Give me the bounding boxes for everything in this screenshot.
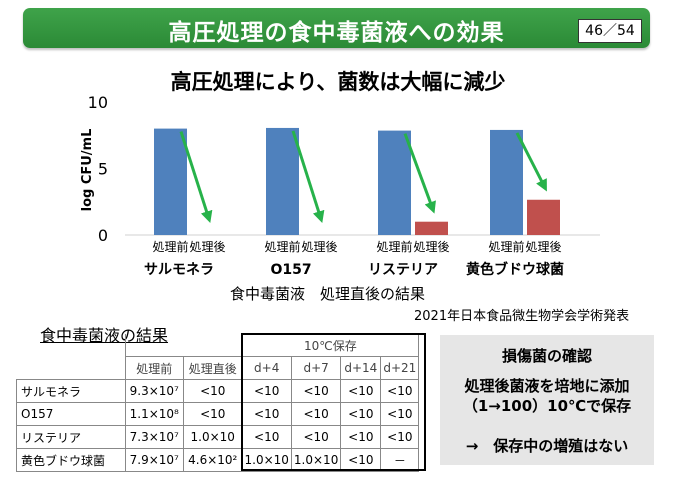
table-cell: 1.0×10 xyxy=(183,425,243,449)
table-cell: <10 xyxy=(290,425,342,449)
table-cell: <10 xyxy=(380,379,420,403)
category-label: 黄色ブドウ球菌 xyxy=(466,261,564,278)
chart-title: 高圧処理により、菌数は大幅に減少 xyxy=(170,70,506,94)
bar-label-before: 処理前 xyxy=(376,239,412,254)
bar-label-before: 処理前 xyxy=(152,239,188,254)
blank-cell xyxy=(16,356,126,380)
table-cell: 1.1×10⁸ xyxy=(124,402,184,426)
table-cell: <10 xyxy=(340,425,382,449)
results-table: 10℃保存 処理前 処理直後 d+4 d+7 d+14 d+21 サルモネラ 9… xyxy=(16,333,420,472)
table-cell: 7.3×10⁷ xyxy=(124,425,184,449)
category-label: リステリア xyxy=(368,262,438,278)
table-cell: － xyxy=(380,448,420,472)
group-header: 10℃保存 xyxy=(241,333,420,357)
row-label: リステリア xyxy=(16,425,126,449)
bar-label-before: 処理前 xyxy=(488,239,524,254)
bar-before xyxy=(266,127,299,235)
table-header-row: 処理前 処理直後 d+4 d+7 d+14 d+21 xyxy=(16,356,420,380)
table-cell: <10 xyxy=(380,402,420,426)
table-cell: <10 xyxy=(290,379,342,403)
table-row: リステリア 7.3×10⁷ 1.0×10 <10 <10 <10 <10 xyxy=(16,425,420,449)
bar-after xyxy=(415,221,448,235)
table-cell: <10 xyxy=(241,402,292,426)
column-header: 処理直後 xyxy=(183,356,243,380)
table-cell: <10 xyxy=(183,379,243,403)
bar-before xyxy=(490,129,523,235)
table-cell: <10 xyxy=(340,448,382,472)
panel-line: 処理後菌液を培地に添加 xyxy=(464,377,630,395)
bar-label-after: 処理後 xyxy=(189,240,225,254)
bar-label-after: 処理後 xyxy=(413,240,449,254)
table-cell: 9.3×10⁷ xyxy=(124,379,184,403)
panel-line: （1→100）10℃で保存 xyxy=(462,397,632,415)
slide-title: 高圧処理の食中毒菌液への効果 xyxy=(168,20,505,46)
table-cell: <10 xyxy=(183,402,243,426)
decline-arrow xyxy=(179,131,213,224)
table-cell: <10 xyxy=(340,402,382,426)
bar-after xyxy=(527,199,560,235)
row-label: サルモネラ xyxy=(16,379,126,403)
table-cell: <10 xyxy=(241,425,292,449)
panel-conclusion: → 保存中の増殖はない xyxy=(465,437,629,455)
blank-cell xyxy=(184,334,243,357)
bar-label-after: 処理後 xyxy=(301,240,337,254)
table-header-group-row: 10℃保存 xyxy=(16,333,420,357)
category-label: O157 xyxy=(270,262,311,278)
table-row: サルモネラ 9.3×10⁷ <10 <10 <10 <10 <10 xyxy=(16,379,420,403)
decline-arrow xyxy=(403,133,436,214)
column-header: d+7 xyxy=(290,356,342,380)
table-cell: 7.9×10⁷ xyxy=(124,448,184,472)
bar-before xyxy=(154,128,187,235)
row-label: 黄色ブドウ球菌 xyxy=(16,448,126,472)
panel-title: 損傷菌の確認 xyxy=(501,347,592,365)
y-axis-label: log CFU/mL xyxy=(80,129,95,212)
column-header: d+21 xyxy=(380,356,420,380)
blank-cell xyxy=(125,334,184,357)
decline-arrow xyxy=(515,132,547,192)
column-header: 処理前 xyxy=(124,356,184,380)
table-cell: 1.0×10 xyxy=(241,448,292,472)
title-banner: 高圧処理の食中毒菌液への効果 xyxy=(23,8,650,48)
bar-before xyxy=(378,130,411,235)
decline-arrow xyxy=(291,130,325,224)
table-cell: <10 xyxy=(340,379,382,403)
table-row: 黄色ブドウ球菌 7.9×10⁷ 4.6×10² 1.0×10 1.0×10 <1… xyxy=(16,448,420,472)
source-note: 2021年日本食品微生物学会学術発表 xyxy=(414,309,630,324)
category-label: サルモネラ xyxy=(144,262,214,278)
table-cell: <10 xyxy=(241,379,292,403)
bar-label-after: 処理後 xyxy=(525,240,561,254)
y-tick-label: 0 xyxy=(98,226,108,245)
y-tick-label: 10 xyxy=(88,93,108,112)
page-number: 46／54 xyxy=(578,19,642,43)
column-header: d+4 xyxy=(241,356,292,380)
chart-caption: 食中毒菌液 処理直後の結果 xyxy=(230,285,426,303)
table-cell: 4.6×10² xyxy=(183,448,243,472)
blank-cell xyxy=(16,333,126,357)
y-tick-label: 5 xyxy=(98,160,108,179)
column-header: d+14 xyxy=(340,356,382,380)
injured-bacteria-panel: 損傷菌の確認 処理後菌液を培地に添加 （1→100）10℃で保存 → 保存中の増… xyxy=(440,335,654,465)
table-cell: <10 xyxy=(290,402,342,426)
table-row: O157 1.1×10⁸ <10 <10 <10 <10 <10 xyxy=(16,402,420,426)
bar-label-before: 処理前 xyxy=(264,239,300,254)
table-cell: 1.0×10 xyxy=(290,448,342,472)
row-label: O157 xyxy=(16,402,126,426)
table-cell: <10 xyxy=(380,425,420,449)
